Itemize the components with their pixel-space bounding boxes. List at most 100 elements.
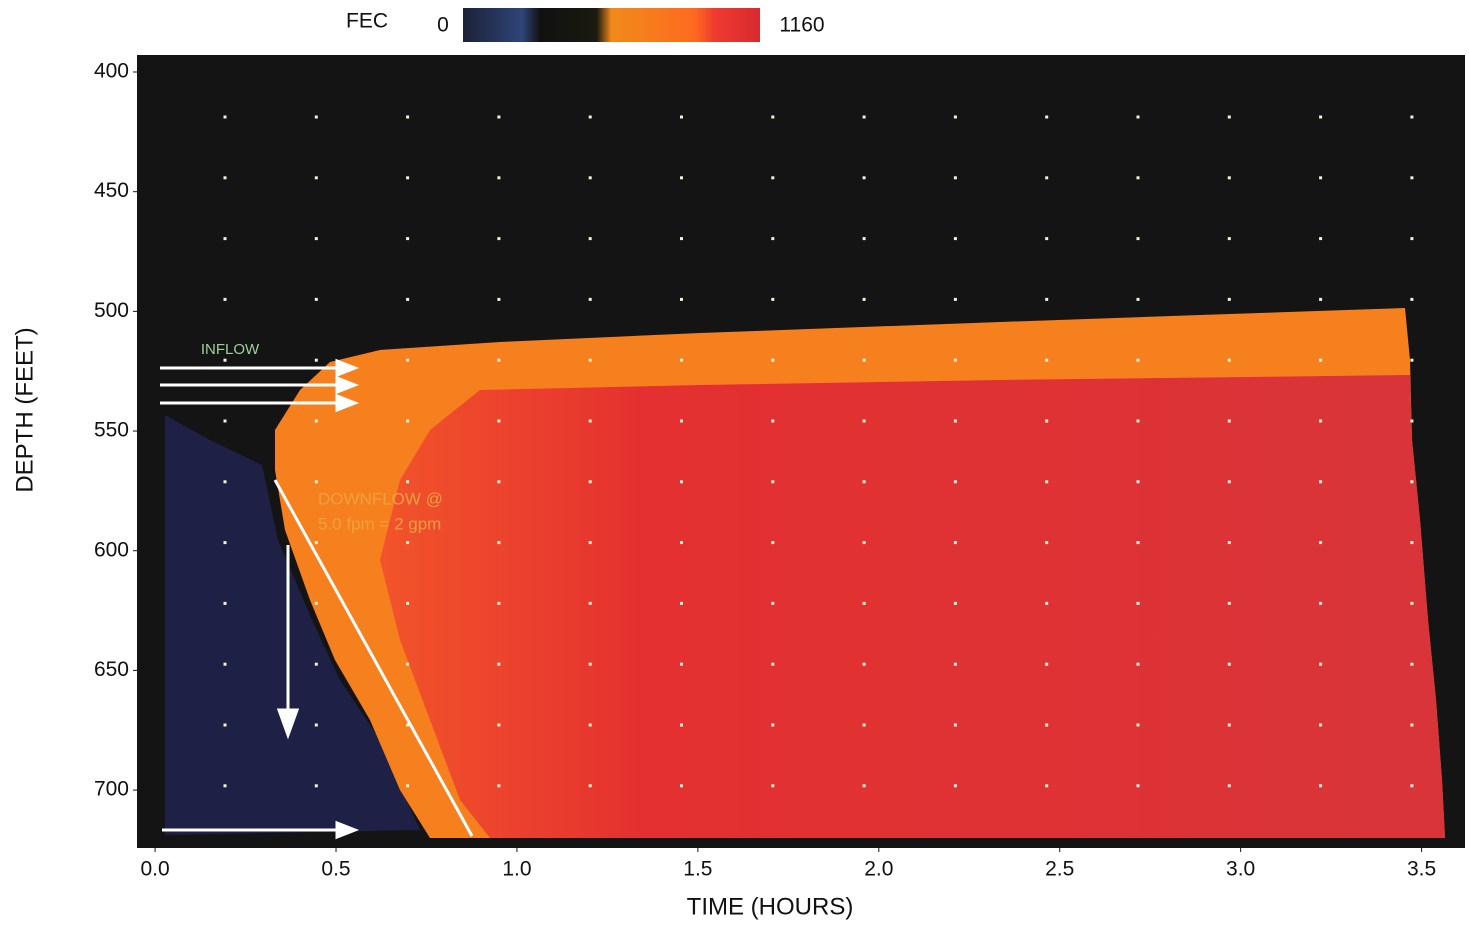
- grid-dot: [1227, 784, 1231, 788]
- grid-dot: [1227, 297, 1231, 301]
- grid-dot: [1227, 115, 1231, 119]
- grid-dot: [1045, 237, 1049, 241]
- grid-dot: [1136, 297, 1140, 301]
- x-tick-label: 0.0: [140, 858, 169, 881]
- grid-dot: [406, 176, 410, 180]
- x-tick-label: 0.5: [321, 858, 350, 881]
- grid-dot: [680, 419, 683, 423]
- grid-dot: [497, 480, 501, 484]
- grid-dot: [1045, 723, 1049, 727]
- grid-dot: [1319, 601, 1323, 605]
- grid-dot: [223, 237, 227, 241]
- grid-dot: [314, 480, 318, 484]
- grid-dot: [406, 419, 410, 423]
- y-tick-label: 450: [94, 179, 129, 202]
- grid-dot: [862, 541, 866, 545]
- grid-dot: [953, 297, 957, 301]
- y-tick-label: 500: [94, 299, 129, 322]
- grid-dot: [1045, 419, 1049, 423]
- grid-dot: [862, 480, 866, 484]
- grid-dot: [497, 358, 501, 362]
- y-tick-label: 400: [94, 60, 129, 83]
- grid-dot: [1045, 541, 1049, 545]
- grid-dot: [771, 601, 775, 605]
- grid-dot: [862, 601, 866, 605]
- grid-dot: [406, 297, 410, 301]
- grid-dot: [406, 662, 410, 666]
- grid-dot: [406, 784, 410, 788]
- grid-dot: [223, 176, 227, 180]
- grid-dot: [1045, 784, 1049, 788]
- grid-dot: [588, 723, 592, 727]
- grid-dot: [1227, 358, 1231, 362]
- grid-dot: [771, 723, 775, 727]
- grid-dot: [314, 115, 318, 119]
- grid-dot: [1045, 480, 1049, 484]
- grid-dot: [588, 176, 592, 180]
- grid-dot: [497, 541, 501, 545]
- x-tick-label: 2.0: [864, 858, 893, 881]
- dot-grid: [223, 115, 1414, 788]
- grid-dot: [771, 176, 775, 180]
- grid-dot: [588, 115, 592, 119]
- grid-dot: [223, 480, 227, 484]
- grid-dot: [680, 662, 683, 666]
- y-tick-label: 650: [94, 658, 129, 681]
- grid-dot: [1136, 784, 1140, 788]
- grid-dot: [1319, 297, 1323, 301]
- annotation: DOWNFLOW @: [318, 489, 443, 508]
- grid-dot: [862, 115, 866, 119]
- grid-dot: [680, 784, 683, 788]
- grid-dot: [588, 601, 592, 605]
- grid-dot: [588, 237, 592, 241]
- grid-dot: [497, 723, 501, 727]
- grid-dot: [771, 237, 775, 241]
- grid-dot: [314, 237, 318, 241]
- x-tick-label: 1.5: [683, 858, 712, 881]
- grid-dot: [1136, 419, 1140, 423]
- grid-dot: [680, 237, 683, 241]
- grid-dot: [680, 541, 683, 545]
- grid-dot: [406, 541, 410, 545]
- grid-dot: [680, 480, 683, 484]
- grid-dot: [862, 784, 866, 788]
- grid-dot: [1227, 601, 1231, 605]
- y-tick-label: 550: [94, 419, 129, 442]
- grid-dot: [1045, 601, 1049, 605]
- grid-dot: [680, 176, 683, 180]
- grid-dot: [1410, 784, 1414, 788]
- grid-dot: [1136, 601, 1140, 605]
- grid-dot: [314, 419, 318, 423]
- grid-dot: [406, 358, 410, 362]
- grid-dot: [1319, 358, 1323, 362]
- grid-dot: [953, 541, 957, 545]
- grid-dot: [953, 662, 957, 666]
- grid-dot: [497, 601, 501, 605]
- grid-dot: [1410, 723, 1414, 727]
- y-tick-label: 600: [94, 538, 129, 561]
- grid-dot: [588, 784, 592, 788]
- grid-dot: [1319, 662, 1323, 666]
- grid-dot: [223, 601, 227, 605]
- grid-dot: [1227, 419, 1231, 423]
- grid-dot: [223, 541, 227, 545]
- grid-dot: [771, 115, 775, 119]
- grid-dot: [497, 784, 501, 788]
- grid-dot: [1410, 297, 1414, 301]
- grid-dot: [862, 419, 866, 423]
- grid-dot: [1136, 115, 1140, 119]
- grid-dot: [314, 541, 318, 545]
- grid-dot: [1227, 176, 1231, 180]
- grid-dot: [497, 662, 501, 666]
- grid-dot: [771, 480, 775, 484]
- grid-dot: [588, 419, 592, 423]
- grid-dot: [406, 115, 410, 119]
- grid-dot: [406, 723, 410, 727]
- grid-dot: [953, 723, 957, 727]
- grid-dot: [588, 358, 592, 362]
- grid-dot: [771, 784, 775, 788]
- grid-dot: [406, 601, 410, 605]
- grid-dot: [862, 358, 866, 362]
- grid-dot: [1227, 723, 1231, 727]
